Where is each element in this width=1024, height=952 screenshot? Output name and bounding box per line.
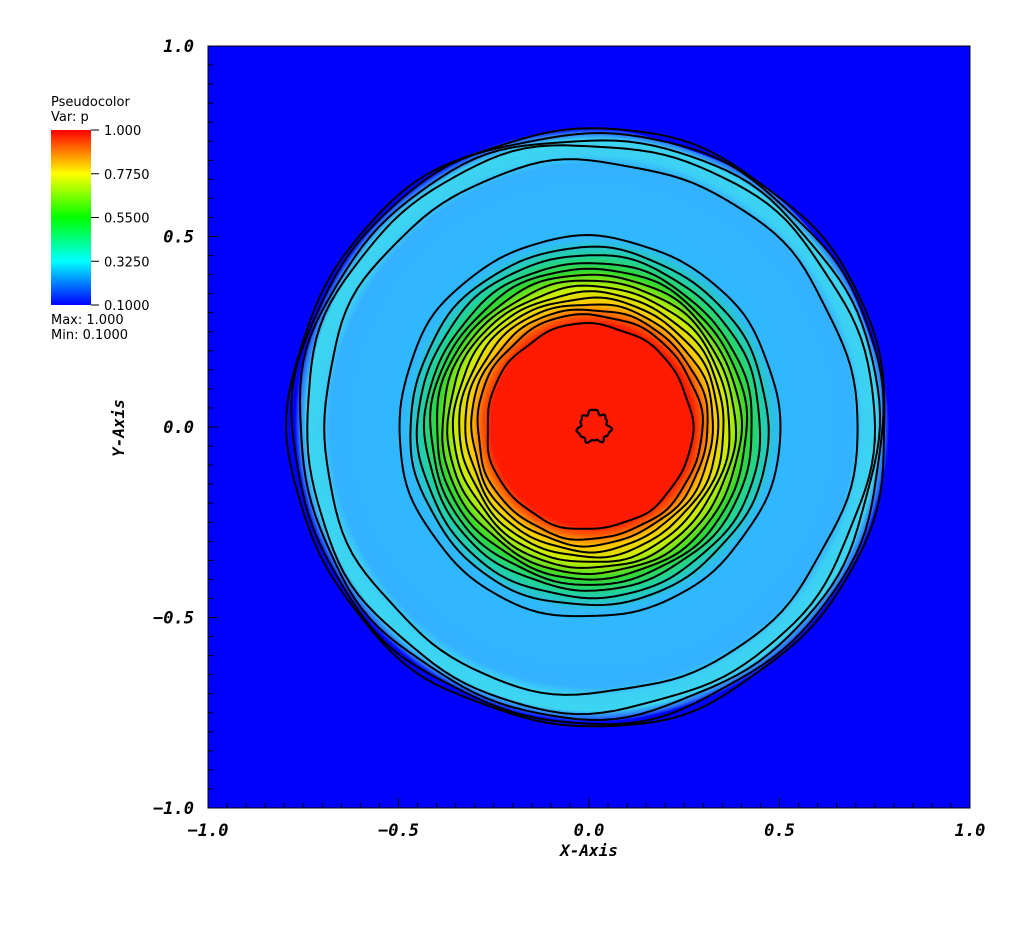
contour-line <box>409 245 770 607</box>
x-axis: −1.0 −0.5 0.0 0.5 1.0 <box>188 798 986 841</box>
y-tick-label: 0.5 <box>163 228 194 248</box>
contour-line <box>451 290 725 563</box>
legend-color-bar <box>51 130 91 305</box>
x-tick-label: 0.5 <box>764 821 795 841</box>
field-disc <box>294 128 890 723</box>
y-axis-title: Y-Axis <box>109 399 128 457</box>
contour-line <box>323 158 859 696</box>
legend-tick-label: 0.5500 <box>104 212 150 227</box>
legend-var-label: Var: p <box>51 110 89 125</box>
contour-line <box>415 254 762 600</box>
contour-line <box>575 408 614 445</box>
field-layer <box>294 128 890 723</box>
x-axis-title: X-Axis <box>558 841 618 860</box>
legend-ticks: 1.000 0.7750 0.5500 0.3250 0.1000 <box>91 124 150 314</box>
legend-min-label: Min: 0.1000 <box>51 328 128 343</box>
contour-line <box>476 313 704 541</box>
x-tick-label: −0.5 <box>378 821 419 841</box>
x-tick-label: 1.0 <box>955 821 986 841</box>
contour-line <box>306 144 877 716</box>
contour-line <box>486 321 695 530</box>
x-tick-label: −1.0 <box>188 821 229 841</box>
legend-tick-label: 0.1000 <box>104 299 150 314</box>
legend-tick-label: 0.3250 <box>104 255 150 270</box>
legend-tick-label: 0.7750 <box>104 168 150 183</box>
y-axis: 1.0 0.5 0.0 −0.5 −1.0 <box>153 37 218 819</box>
contour-line <box>458 296 720 559</box>
y-tick-label: −0.5 <box>153 609 194 629</box>
y-tick-label: −1.0 <box>153 799 194 819</box>
y-tick-label: 1.0 <box>163 37 194 57</box>
contour-line <box>290 131 885 726</box>
contour-line <box>422 262 753 592</box>
contour-line <box>398 233 782 618</box>
contour-line <box>464 303 714 554</box>
contour-layer <box>284 127 886 728</box>
contour-line <box>298 139 882 722</box>
contour-line <box>429 267 749 586</box>
legend-max-label: Max: 1.000 <box>51 313 124 328</box>
contour-line <box>470 308 709 548</box>
y-tick-label: 0.0 <box>163 418 194 438</box>
contour-line <box>446 284 731 569</box>
contour-line <box>284 127 886 728</box>
x-tick-label: 0.0 <box>574 821 605 841</box>
contour-line <box>436 273 744 581</box>
legend-title: Pseudocolor <box>51 95 130 110</box>
legend: Pseudocolor Var: p 1.000 0.7750 0.5500 0.32… <box>51 95 150 343</box>
contour-line <box>441 279 738 576</box>
legend-tick-label: 1.000 <box>104 124 141 139</box>
